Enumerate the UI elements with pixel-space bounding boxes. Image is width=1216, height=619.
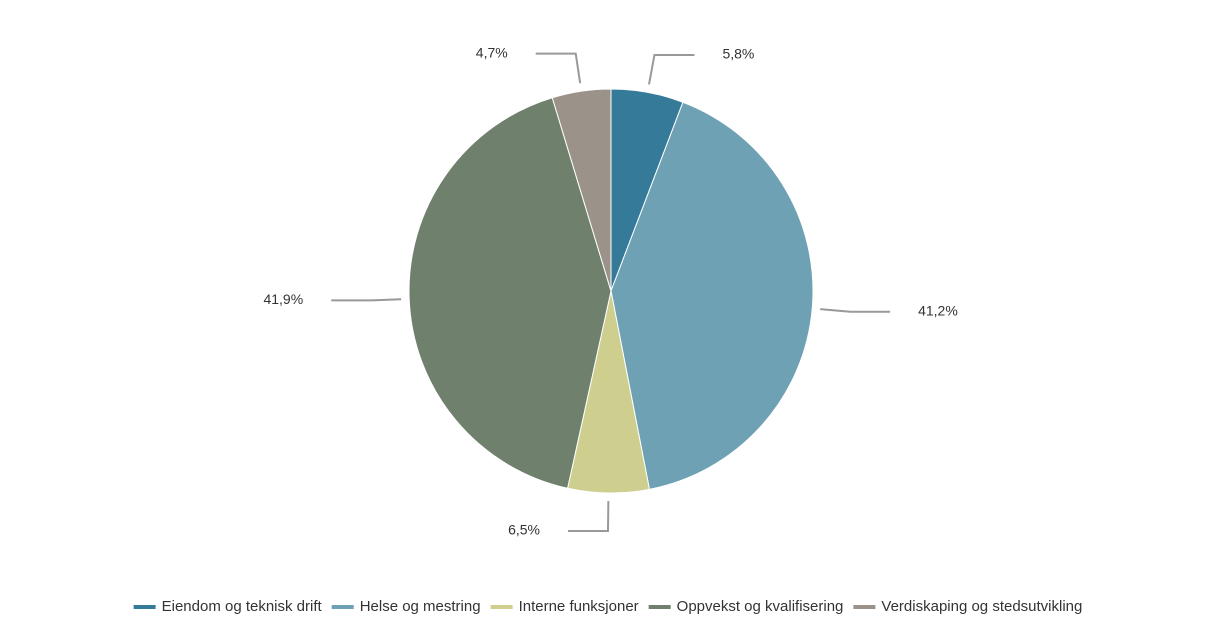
legend-text: Helse og mestring bbox=[360, 598, 481, 615]
leader-line bbox=[820, 308, 891, 313]
leader-line bbox=[648, 53, 695, 85]
data-label: 41,2% bbox=[918, 302, 958, 318]
data-label: 5,8% bbox=[722, 46, 754, 62]
pie-slice bbox=[408, 97, 612, 489]
legend-text: Oppvekst og kvalifisering bbox=[677, 598, 844, 615]
legend-text: Interne funksjoner bbox=[519, 598, 639, 615]
pie-slice bbox=[551, 88, 612, 292]
leader-line bbox=[331, 298, 402, 302]
pie-slice bbox=[610, 101, 814, 490]
leader-line bbox=[567, 500, 610, 532]
leader-line bbox=[535, 52, 582, 84]
legend-text: Verdiskaping og stedsutvikling bbox=[881, 598, 1082, 615]
data-label: 6,5% bbox=[508, 522, 540, 538]
data-label: 41,9% bbox=[263, 291, 303, 307]
data-label: 4,7% bbox=[476, 44, 508, 60]
legend-text: Eiendom og teknisk drift bbox=[162, 598, 323, 615]
